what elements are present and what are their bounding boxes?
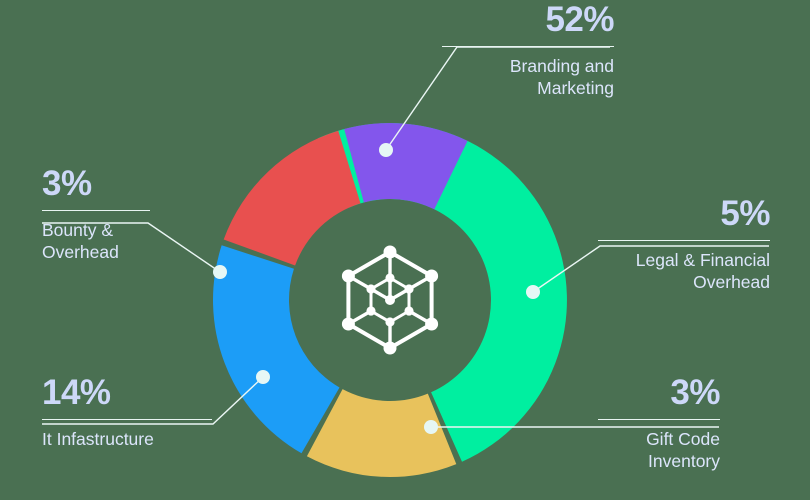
slice-anchor-dot-branding xyxy=(379,143,393,157)
callout-rule xyxy=(42,210,150,211)
leader-line-it xyxy=(42,376,264,425)
callout-label: It Infastructure xyxy=(42,429,154,449)
callout-percent: 5% xyxy=(720,194,770,233)
callout-percent: 3% xyxy=(42,164,92,203)
callout-rule xyxy=(442,46,614,47)
hexagon-network-icon xyxy=(341,245,439,355)
donut-slice[interactable] xyxy=(223,130,361,266)
donut-slice[interactable] xyxy=(318,123,567,462)
callout-rule xyxy=(598,240,770,241)
callout-percent: 52% xyxy=(545,0,614,39)
slice-anchor-dot-gift xyxy=(424,420,438,434)
callout-label: Branding and Marketing xyxy=(509,56,614,98)
callout-label: Bounty & Overhead xyxy=(42,220,119,262)
callout-legal-and-financial-overhead: 5% Legal & Financial Overhead xyxy=(598,194,771,293)
donut-slice[interactable] xyxy=(344,123,468,210)
callout-label: Legal & Financial Overhead xyxy=(635,250,770,292)
callout-it-infastructure: 14% It Infastructure xyxy=(42,375,212,451)
callout-label: Gift Code Inventory xyxy=(646,429,720,471)
leader-line-bounty xyxy=(42,222,221,273)
callout-bounty-and-overhead: 3% Bounty & Overhead xyxy=(42,166,150,263)
callout-percent: 14% xyxy=(42,373,111,412)
callout-rule xyxy=(42,419,212,420)
slice-anchor-dot-legal xyxy=(526,285,540,299)
slice-anchor-dot-bounty xyxy=(213,265,227,279)
callout-rule xyxy=(598,419,720,420)
callout-percent: 3% xyxy=(670,373,720,412)
donut-slice[interactable] xyxy=(212,245,340,454)
leader-line-branding xyxy=(385,46,610,151)
donut-slice[interactable] xyxy=(306,389,457,478)
slice-anchor-dot-it xyxy=(256,370,270,384)
callout-branding-and-marketing: 52% Branding and Marketing xyxy=(442,0,615,99)
callout-gift-code-inventory: 3% Gift Code Inventory xyxy=(598,373,721,472)
leader-line-legal xyxy=(532,245,769,293)
